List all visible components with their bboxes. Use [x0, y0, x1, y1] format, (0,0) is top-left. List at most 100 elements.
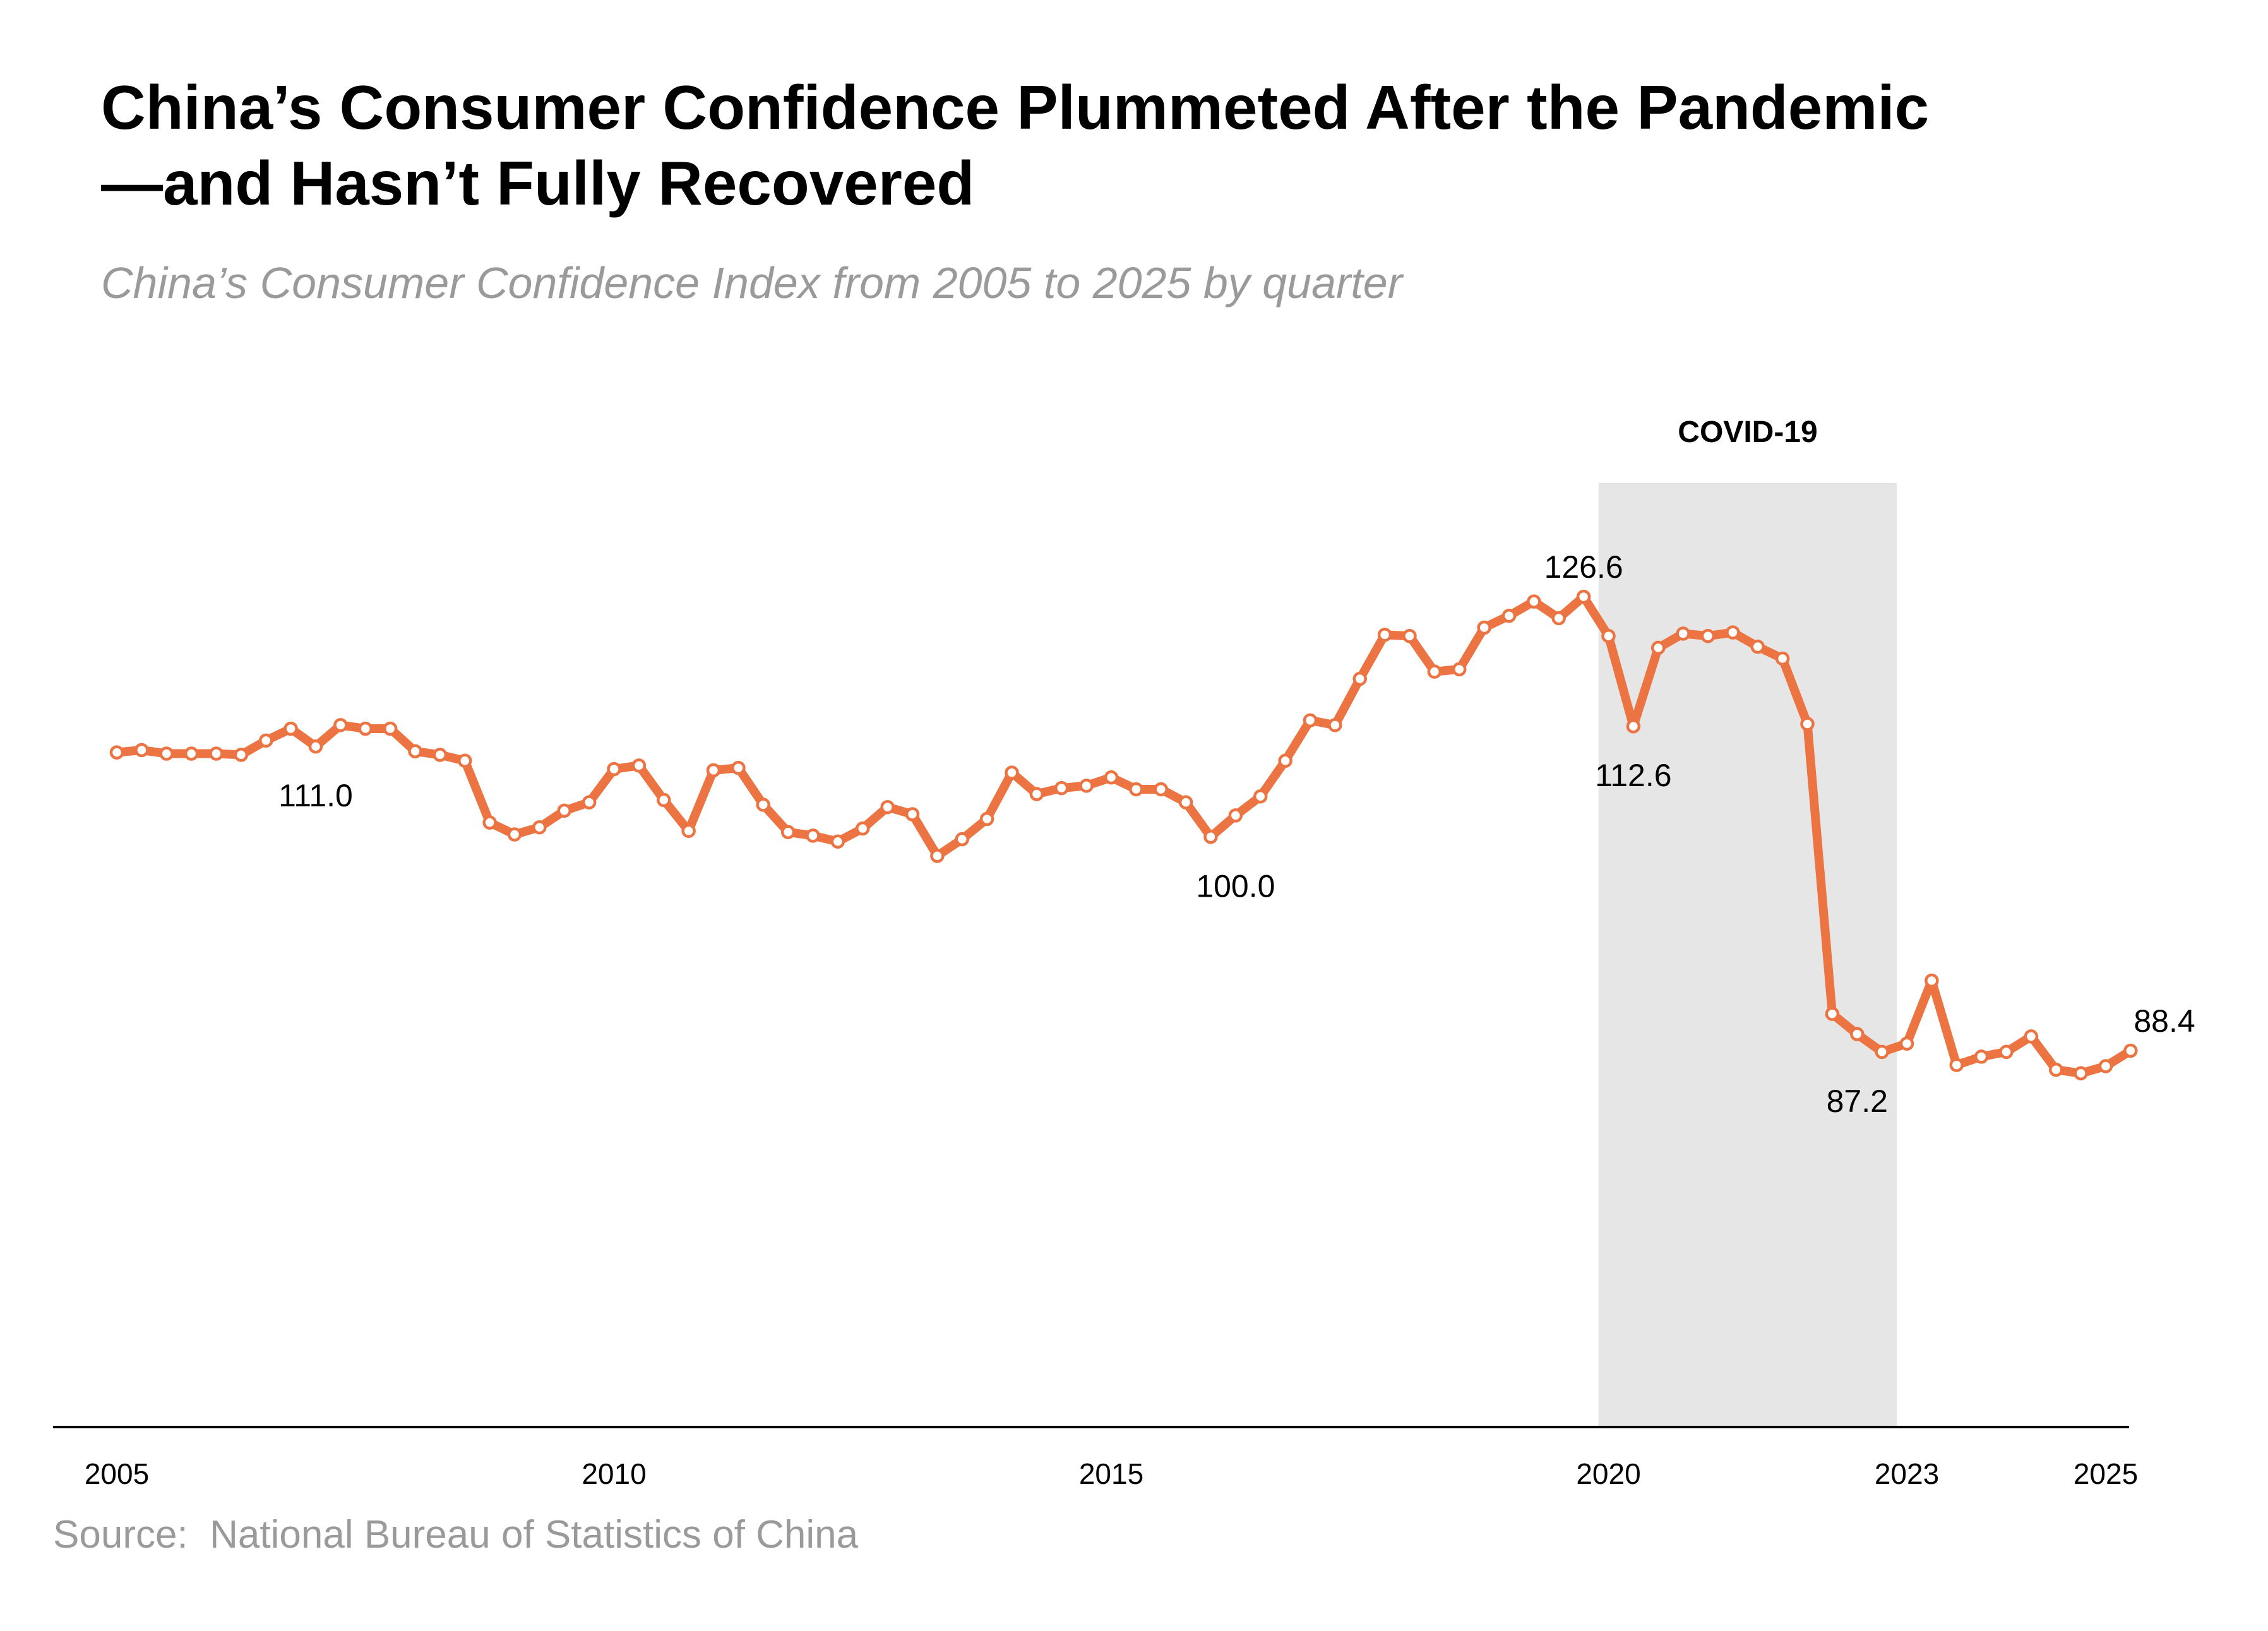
- data-point: [706, 763, 721, 778]
- data-point: [557, 803, 571, 818]
- data-point: [657, 792, 671, 808]
- data-point: [1054, 780, 1069, 796]
- data-point: [209, 746, 224, 761]
- data-point: [109, 745, 124, 760]
- data-point: [234, 748, 249, 762]
- data-point: [1999, 1044, 2014, 1060]
- data-point: [607, 762, 621, 777]
- data-point: [1800, 717, 1815, 731]
- chart-title-line-1: China’s Consumer Confidence Plummeted Af…: [101, 73, 1930, 142]
- chart-subtitle: China’s Consumer Confidence Index from 2…: [101, 258, 1403, 308]
- data-point: [1750, 639, 1765, 654]
- series-line-layer: [112, 592, 2135, 1078]
- data-point: [1303, 713, 1318, 728]
- data-point: [1974, 1049, 1989, 1064]
- data-label-3: 112.6: [1595, 758, 1671, 793]
- data-point: [1601, 628, 1616, 643]
- data-point: [631, 758, 647, 773]
- data-point: [2074, 1066, 2088, 1081]
- data-point: [507, 827, 522, 842]
- data-point: [1005, 765, 1019, 780]
- data-point: [184, 746, 199, 761]
- data-point: [1501, 608, 1517, 623]
- data-point: [979, 811, 994, 827]
- data-label-5: 88.4: [2134, 1003, 2195, 1039]
- data-point: [1825, 1007, 1840, 1021]
- data-point: [1352, 671, 1367, 686]
- shaded-region-layer: COVID-19: [1598, 415, 1897, 1427]
- data-point: [1104, 770, 1119, 785]
- data-point: [333, 718, 348, 732]
- data-point: [1949, 1058, 1964, 1072]
- data-point: [681, 823, 696, 839]
- data-point: [1551, 611, 1566, 626]
- series-line: [112, 592, 2135, 1078]
- data-point: [1029, 787, 1044, 801]
- data-point: [1527, 594, 1541, 609]
- data-point: [1079, 779, 1094, 793]
- data-point: [2123, 1043, 2138, 1058]
- data-point: [1328, 718, 1342, 732]
- data-point: [284, 721, 298, 736]
- data-point: [780, 825, 796, 839]
- data-point: [1925, 973, 1939, 988]
- data-point: [358, 721, 373, 736]
- data-point: [1228, 808, 1243, 823]
- data-label-layer: 111.0 100.0 126.6 112.6 87.2 88.4: [278, 549, 2195, 1119]
- data-point: [2024, 1029, 2039, 1044]
- data-point: [806, 828, 820, 843]
- data-point: [1402, 628, 1417, 643]
- chart-source: Source: National Bureau of Statistics of…: [53, 1513, 859, 1556]
- data-point: [856, 821, 870, 836]
- covid-shaded-region: [1598, 483, 1897, 1427]
- data-label-1: 100.0: [1196, 868, 1275, 904]
- data-point: [2098, 1059, 2113, 1073]
- data-point: [880, 799, 895, 815]
- chart-title: China’s Consumer Confidence Plummeted Af…: [101, 69, 2185, 221]
- data-point: [1253, 789, 1268, 804]
- data-point: [1899, 1036, 1914, 1051]
- data-point: [159, 746, 174, 761]
- covid-region-label: COVID-19: [1678, 415, 1817, 449]
- data-point: [408, 744, 422, 759]
- x-tick-label-5: 2025: [2074, 1457, 2138, 1490]
- x-tick-label-2: 2015: [1079, 1457, 1143, 1490]
- data-point: [134, 743, 149, 758]
- data-point: [383, 721, 398, 736]
- data-point: [905, 807, 920, 821]
- data-label-0: 111.0: [278, 778, 353, 813]
- data-point: [731, 760, 746, 775]
- data-label-4: 87.2: [1827, 1084, 1888, 1119]
- data-point: [1676, 626, 1690, 641]
- data-point: [1850, 1027, 1865, 1041]
- data-point: [930, 849, 945, 863]
- data-point: [532, 820, 547, 835]
- data-point: [1203, 830, 1218, 844]
- x-tick-label-1: 2010: [582, 1457, 646, 1490]
- data-point: [259, 733, 273, 748]
- data-point: [433, 748, 448, 762]
- data-point: [582, 795, 597, 810]
- data-point: [308, 739, 323, 754]
- data-point: [1178, 795, 1193, 810]
- data-point: [458, 753, 472, 768]
- data-point: [830, 834, 845, 849]
- x-axis: 2005 2010 2015 2020 2023 2025: [53, 1426, 2138, 1490]
- data-point: [1427, 664, 1442, 679]
- chart-title-line-2: —and Hasn’t Fully Recovered: [101, 148, 975, 218]
- data-point-layer: [109, 589, 2138, 1081]
- x-tick-label-3: 2020: [1576, 1457, 1640, 1490]
- data-point: [1278, 753, 1292, 768]
- data-point: [1576, 589, 1591, 604]
- data-point: [1129, 782, 1143, 797]
- data-point: [1377, 628, 1392, 642]
- data-point: [1875, 1044, 1889, 1060]
- data-point: [1651, 640, 1666, 655]
- data-point: [1626, 719, 1641, 734]
- data-point: [1154, 782, 1168, 797]
- data-point: [1775, 651, 1790, 666]
- data-point: [1726, 625, 1740, 640]
- data-point: [955, 832, 969, 847]
- x-tick-label-4: 2023: [1875, 1457, 1939, 1490]
